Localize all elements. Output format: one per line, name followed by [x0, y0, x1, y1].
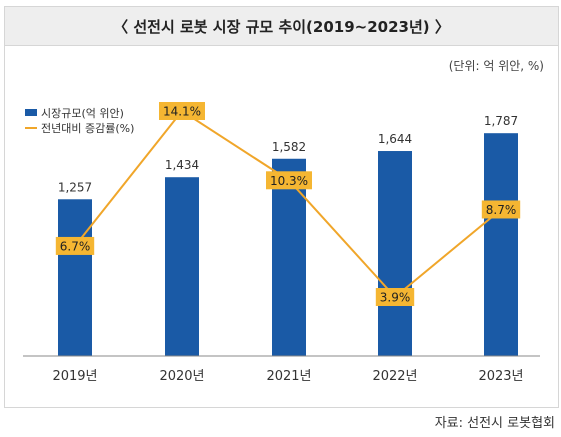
line-label-4: 8.7% — [486, 203, 517, 217]
unit-label: (단위: 억 위안, %) — [448, 59, 544, 73]
chart-title: 〈 선전시 로봇 시장 규모 추이(2019~2023년) 〉 — [5, 7, 558, 46]
chart-plot: 1,257 1,434 1,582 1,644 1,787 2019년 2020년 2021년… — [23, 102, 540, 384]
legend-swatch-line — [25, 126, 37, 129]
bar-3 — [378, 151, 412, 356]
line-label-box-4 — [481, 200, 521, 219]
legend-item-bar: 시장규모(억 위안) — [25, 105, 134, 120]
bar-label-0: 1,257 — [58, 180, 92, 194]
line-label-3: 3.9% — [380, 291, 411, 305]
line-label-1: 14.1% — [163, 105, 201, 119]
legend-label-bar: 시장규모(억 위안) — [41, 106, 124, 120]
x-tick-label-0: 2019년 — [52, 369, 97, 384]
line-label-box-2 — [266, 171, 312, 190]
x-tick-label-1: 2020년 — [159, 369, 204, 384]
line-label-box-1 — [159, 102, 205, 120]
legend-item-line: 전년대비 증감률(%) — [25, 120, 134, 135]
bar-label-4: 1,787 — [484, 114, 518, 128]
bar-4 — [484, 133, 518, 356]
bar-0 — [58, 199, 92, 356]
bar-1 — [165, 177, 199, 356]
x-tick-label-2: 2021년 — [266, 369, 311, 384]
line-label-box-3 — [375, 288, 415, 306]
bar-label-2: 1,582 — [272, 140, 306, 154]
bar-label-1: 1,434 — [165, 158, 199, 172]
x-tick-label-4: 2023년 — [478, 369, 523, 384]
line-label-box-0 — [55, 236, 95, 255]
source-note: 자료: 선전시 로봇협회 — [434, 416, 555, 431]
chart-frame: 〈 선전시 로봇 시장 규모 추이(2019~2023년) 〉 (단위: 억 위… — [4, 6, 559, 408]
legend-label-line: 전년대비 증감률(%) — [41, 121, 135, 135]
line-label-0: 6.7% — [60, 239, 91, 253]
x-tick-label-3: 2022년 — [372, 369, 417, 384]
legend: 시장규모(억 위안) 전년대비 증감률(%) — [25, 105, 134, 135]
bar-label-3: 1,644 — [378, 132, 412, 146]
legend-swatch-bar — [25, 109, 37, 116]
line-label-2: 10.3% — [270, 174, 308, 188]
